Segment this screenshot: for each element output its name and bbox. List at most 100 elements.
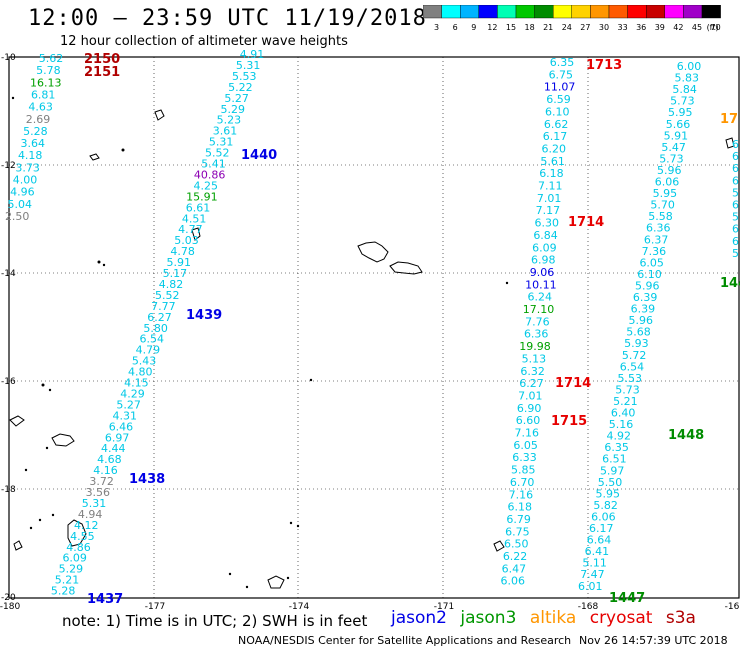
swh-value: 5.11 bbox=[582, 557, 607, 570]
swh-value: 6.33 bbox=[512, 451, 537, 464]
pass-number-label: 1438 bbox=[129, 472, 165, 487]
swh-value: 7.47 bbox=[580, 568, 605, 581]
swh-value: 6.40 bbox=[611, 407, 636, 420]
legend-jason2: jason2 bbox=[391, 608, 447, 628]
swh-value: 6.60 bbox=[516, 414, 541, 427]
swh-value: 6.27 bbox=[147, 311, 172, 324]
swh-value: 5.96 bbox=[657, 164, 682, 177]
swh-value: 4.77 bbox=[178, 223, 203, 236]
colorbar-tick-label: 36 bbox=[636, 23, 646, 32]
swh-value: 4.92 bbox=[607, 430, 632, 443]
map-frame bbox=[8, 56, 740, 599]
island-west-edge bbox=[13, 540, 23, 551]
satellite-legend: jason2 jason3 altika cryosat s3a bbox=[391, 608, 704, 628]
swh-value: 4.16 bbox=[93, 464, 118, 477]
swh-value: 4.44 bbox=[101, 442, 126, 455]
swh-value: 5.21 bbox=[613, 395, 638, 408]
swh-value: 3.61 bbox=[213, 125, 238, 138]
swh-value: 6.10 bbox=[637, 268, 662, 281]
swh-value: 6.90 bbox=[517, 402, 542, 415]
swh-value: 5.28 bbox=[51, 585, 76, 598]
swh-value: 5.66 bbox=[666, 118, 691, 131]
swh-value: 6.54 bbox=[620, 360, 645, 373]
colorbar-unit: (ft) bbox=[707, 23, 719, 32]
axis-tick-labels: -180 -177 -174 -171 -168 -16 -10 -12 -14 -16 -18 -2… bbox=[0, 53, 740, 612]
swh-value: 5.31 bbox=[209, 136, 234, 149]
legend-jason3: jason3 bbox=[460, 608, 517, 628]
swh-value: 6.51 bbox=[602, 453, 627, 466]
swh-value: 5.93 bbox=[624, 337, 649, 350]
swh-value: 5.22 bbox=[228, 81, 253, 94]
credit-line: NOAA/NESDIS Center for Satellite Applica… bbox=[238, 634, 572, 647]
swh-value: 6.00 bbox=[677, 60, 702, 73]
pass-number-label: 1440 bbox=[241, 148, 277, 163]
colorbar-tick-label: 27 bbox=[580, 23, 590, 32]
swh-value: 6.59 bbox=[546, 93, 571, 106]
swh-value: 6.22 bbox=[503, 550, 528, 563]
swh-value: 3.64 bbox=[21, 137, 46, 150]
swh-value: 5.84 bbox=[672, 83, 697, 96]
swh-value: 7.11 bbox=[538, 180, 563, 193]
island-small-b bbox=[191, 227, 201, 241]
swh-value: 6.32 bbox=[520, 365, 545, 378]
island-far-east bbox=[725, 137, 735, 149]
swh-value: 6.46 bbox=[109, 420, 134, 433]
island-small-a bbox=[89, 153, 100, 161]
swh-value: 5.21 bbox=[55, 574, 80, 587]
swh-value: 5.85 bbox=[511, 464, 536, 477]
swh-value: 6.09 bbox=[62, 552, 87, 565]
swh-value: 15.91 bbox=[186, 190, 218, 203]
swh-value: 4.94 bbox=[78, 508, 103, 521]
colorbar-tick-label: 15 bbox=[506, 23, 516, 32]
swh-value: 9.06 bbox=[530, 266, 555, 279]
map-subtitle: 12 hour collection of altimeter wave hei… bbox=[60, 34, 348, 49]
lat-tick-label: -20 bbox=[1, 593, 16, 603]
swh-value: 7.76 bbox=[525, 315, 550, 328]
swh-value: 6.39 bbox=[633, 291, 658, 304]
swh-value: 19.98 bbox=[519, 340, 551, 353]
pass-number-label: 1714 bbox=[555, 376, 591, 391]
swh-value: 5.53 bbox=[617, 372, 642, 385]
swh-value: 6.41 bbox=[585, 545, 610, 558]
swh-value: 3.56 bbox=[86, 486, 111, 499]
swh-value: 4.12 bbox=[74, 519, 99, 532]
swh-value: 5.83 bbox=[675, 72, 700, 85]
swh-value: 6.28 bbox=[732, 199, 740, 212]
generation-timestamp: Nov 26 14:57:39 UTC 2018 bbox=[579, 634, 728, 647]
swh-value: 6.47 bbox=[502, 562, 527, 575]
swh-value: 4.79 bbox=[136, 344, 161, 357]
swh-value: 7.36 bbox=[642, 245, 667, 258]
swh-value: 4.31 bbox=[113, 409, 138, 422]
swh-value: 16.13 bbox=[30, 76, 62, 89]
color-scale-bar: 3 6 9 12 15 18 21 24 27 30 33 36 39 42 45 70(ft) bbox=[423, 5, 721, 32]
colorbar-swatch bbox=[701, 5, 721, 19]
swh-value: 5.27 bbox=[116, 398, 141, 411]
swh-value: 7.16 bbox=[509, 488, 534, 501]
swh-value: 6.37 bbox=[644, 233, 669, 246]
swh-value: 6.79 bbox=[506, 513, 531, 526]
swh-value: 4.29 bbox=[120, 387, 145, 400]
island-southeast bbox=[267, 575, 285, 589]
swh-value: 6.24 bbox=[527, 291, 552, 304]
tonga-island-a bbox=[51, 433, 75, 447]
colorbar-tick-label: 3 bbox=[434, 23, 439, 32]
colorbar-tick-label: 9 bbox=[471, 23, 476, 32]
swh-value: 6.70 bbox=[510, 476, 535, 489]
island-north bbox=[154, 109, 165, 121]
swh-value: 6.35 bbox=[732, 150, 740, 163]
swh-value: 6.64 bbox=[587, 534, 612, 547]
colorbar-tick-label: 70 bbox=[711, 23, 721, 32]
swh-value: 6.97 bbox=[105, 431, 130, 444]
swh-value: 5.23 bbox=[217, 114, 242, 127]
swh-value: 6.35 bbox=[550, 56, 575, 69]
pass-number-label: 1715 bbox=[551, 414, 587, 429]
swh-value: 5.29 bbox=[220, 103, 245, 116]
swh-value: 5.77 bbox=[732, 211, 740, 224]
swh-value: 3.73 bbox=[15, 161, 40, 174]
swh-value: 6.39 bbox=[631, 303, 656, 316]
swh-value: 5.68 bbox=[626, 326, 651, 339]
swh-value: 6.15 bbox=[732, 235, 740, 248]
swh-value: 5.84 bbox=[732, 247, 740, 260]
swh-value: 6.20 bbox=[542, 142, 567, 155]
swh-value: 4.80 bbox=[128, 366, 153, 379]
